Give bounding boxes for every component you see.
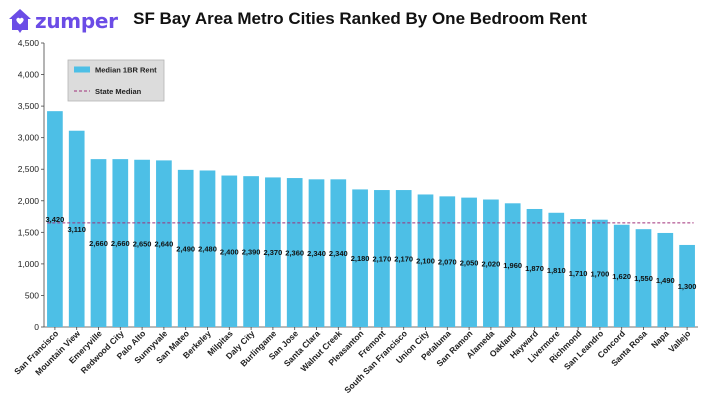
bar [483, 199, 499, 327]
data-label: 2,400 [220, 247, 239, 256]
data-label: 1,300 [678, 282, 697, 291]
bar [613, 224, 630, 327]
bar [199, 170, 216, 327]
data-label: 1,550 [634, 274, 653, 283]
legend-label-bars: Median 1BR Rent [95, 66, 157, 75]
data-label: 2,390 [242, 248, 261, 257]
bar [352, 189, 368, 327]
legend-label-reference: State Median [95, 87, 142, 96]
bar [221, 175, 238, 327]
data-label: 2,660 [111, 239, 130, 248]
bar [526, 208, 543, 327]
bar [330, 179, 347, 327]
y-tick-label: 500 [25, 290, 39, 300]
zumper-logo: zumper [8, 6, 118, 36]
x-tick-label: Vallejo [666, 328, 692, 354]
data-label: 2,480 [198, 245, 217, 254]
data-label: 2,650 [133, 239, 152, 248]
data-label: 2,370 [264, 248, 283, 257]
y-tick-label: 4,500 [18, 38, 40, 48]
bar [112, 159, 129, 327]
bar [461, 197, 477, 327]
chart-title: SF Bay Area Metro Cities Ranked By One B… [133, 9, 587, 28]
y-tick-label: 3,500 [18, 101, 40, 111]
chart-bars [47, 111, 695, 327]
bar [417, 194, 434, 327]
data-label: 2,490 [176, 244, 195, 253]
data-label: 2,100 [416, 257, 435, 266]
data-label: 2,050 [460, 258, 479, 267]
bar [504, 203, 521, 327]
y-tick-label: 2,500 [18, 164, 40, 174]
bar [177, 169, 194, 327]
data-label: 2,170 [373, 255, 392, 264]
y-tick-label: 4,000 [18, 70, 40, 80]
logo-text: zumper [35, 9, 118, 33]
legend: Median 1BR Rent State Median [67, 59, 165, 102]
bar [286, 178, 303, 327]
y-tick-label: 1,500 [18, 227, 40, 237]
bar [90, 159, 107, 327]
y-tick-label: 1,000 [18, 259, 40, 269]
data-label: 2,660 [89, 239, 108, 248]
data-label: 3,420 [46, 215, 65, 224]
data-label: 2,070 [438, 258, 457, 267]
bar [265, 177, 281, 327]
data-label: 3,110 [68, 225, 86, 234]
data-label: 2,360 [285, 249, 304, 258]
data-label: 1,700 [591, 269, 610, 278]
data-label: 1,710 [569, 269, 588, 278]
data-label: 2,340 [329, 249, 348, 258]
data-label: 2,340 [307, 249, 326, 258]
bar [374, 190, 390, 327]
bar [592, 219, 608, 327]
y-tick-label: 3,000 [18, 133, 40, 143]
bar [47, 111, 63, 327]
data-label: 1,870 [525, 264, 544, 273]
bar [635, 229, 652, 327]
data-label: 2,170 [394, 255, 413, 264]
bar [395, 190, 412, 327]
bar [679, 244, 695, 327]
data-label: 1,620 [612, 272, 631, 281]
bar [570, 219, 586, 327]
data-label: 1,810 [547, 266, 566, 275]
bar [68, 130, 85, 327]
data-label: 2,640 [155, 240, 174, 249]
y-tick-label: 2,000 [18, 196, 40, 206]
bar [439, 196, 456, 327]
house-pin-icon [9, 9, 31, 33]
data-label: 1,960 [503, 261, 522, 270]
data-label: 1,490 [656, 276, 675, 285]
bar [548, 212, 565, 327]
bar [134, 159, 150, 327]
bar [156, 160, 172, 327]
data-label: 2,180 [351, 254, 370, 263]
chart-axes: 0 500 1,000 1,500 2,000 2,500 3,000 3,500 4,000 4… [18, 38, 698, 332]
legend-swatch-bars [74, 66, 90, 73]
y-tick-label: 0 [34, 322, 39, 332]
bar [308, 179, 325, 327]
bar [657, 232, 674, 327]
bar [243, 176, 259, 327]
data-label: 2,020 [482, 259, 501, 268]
